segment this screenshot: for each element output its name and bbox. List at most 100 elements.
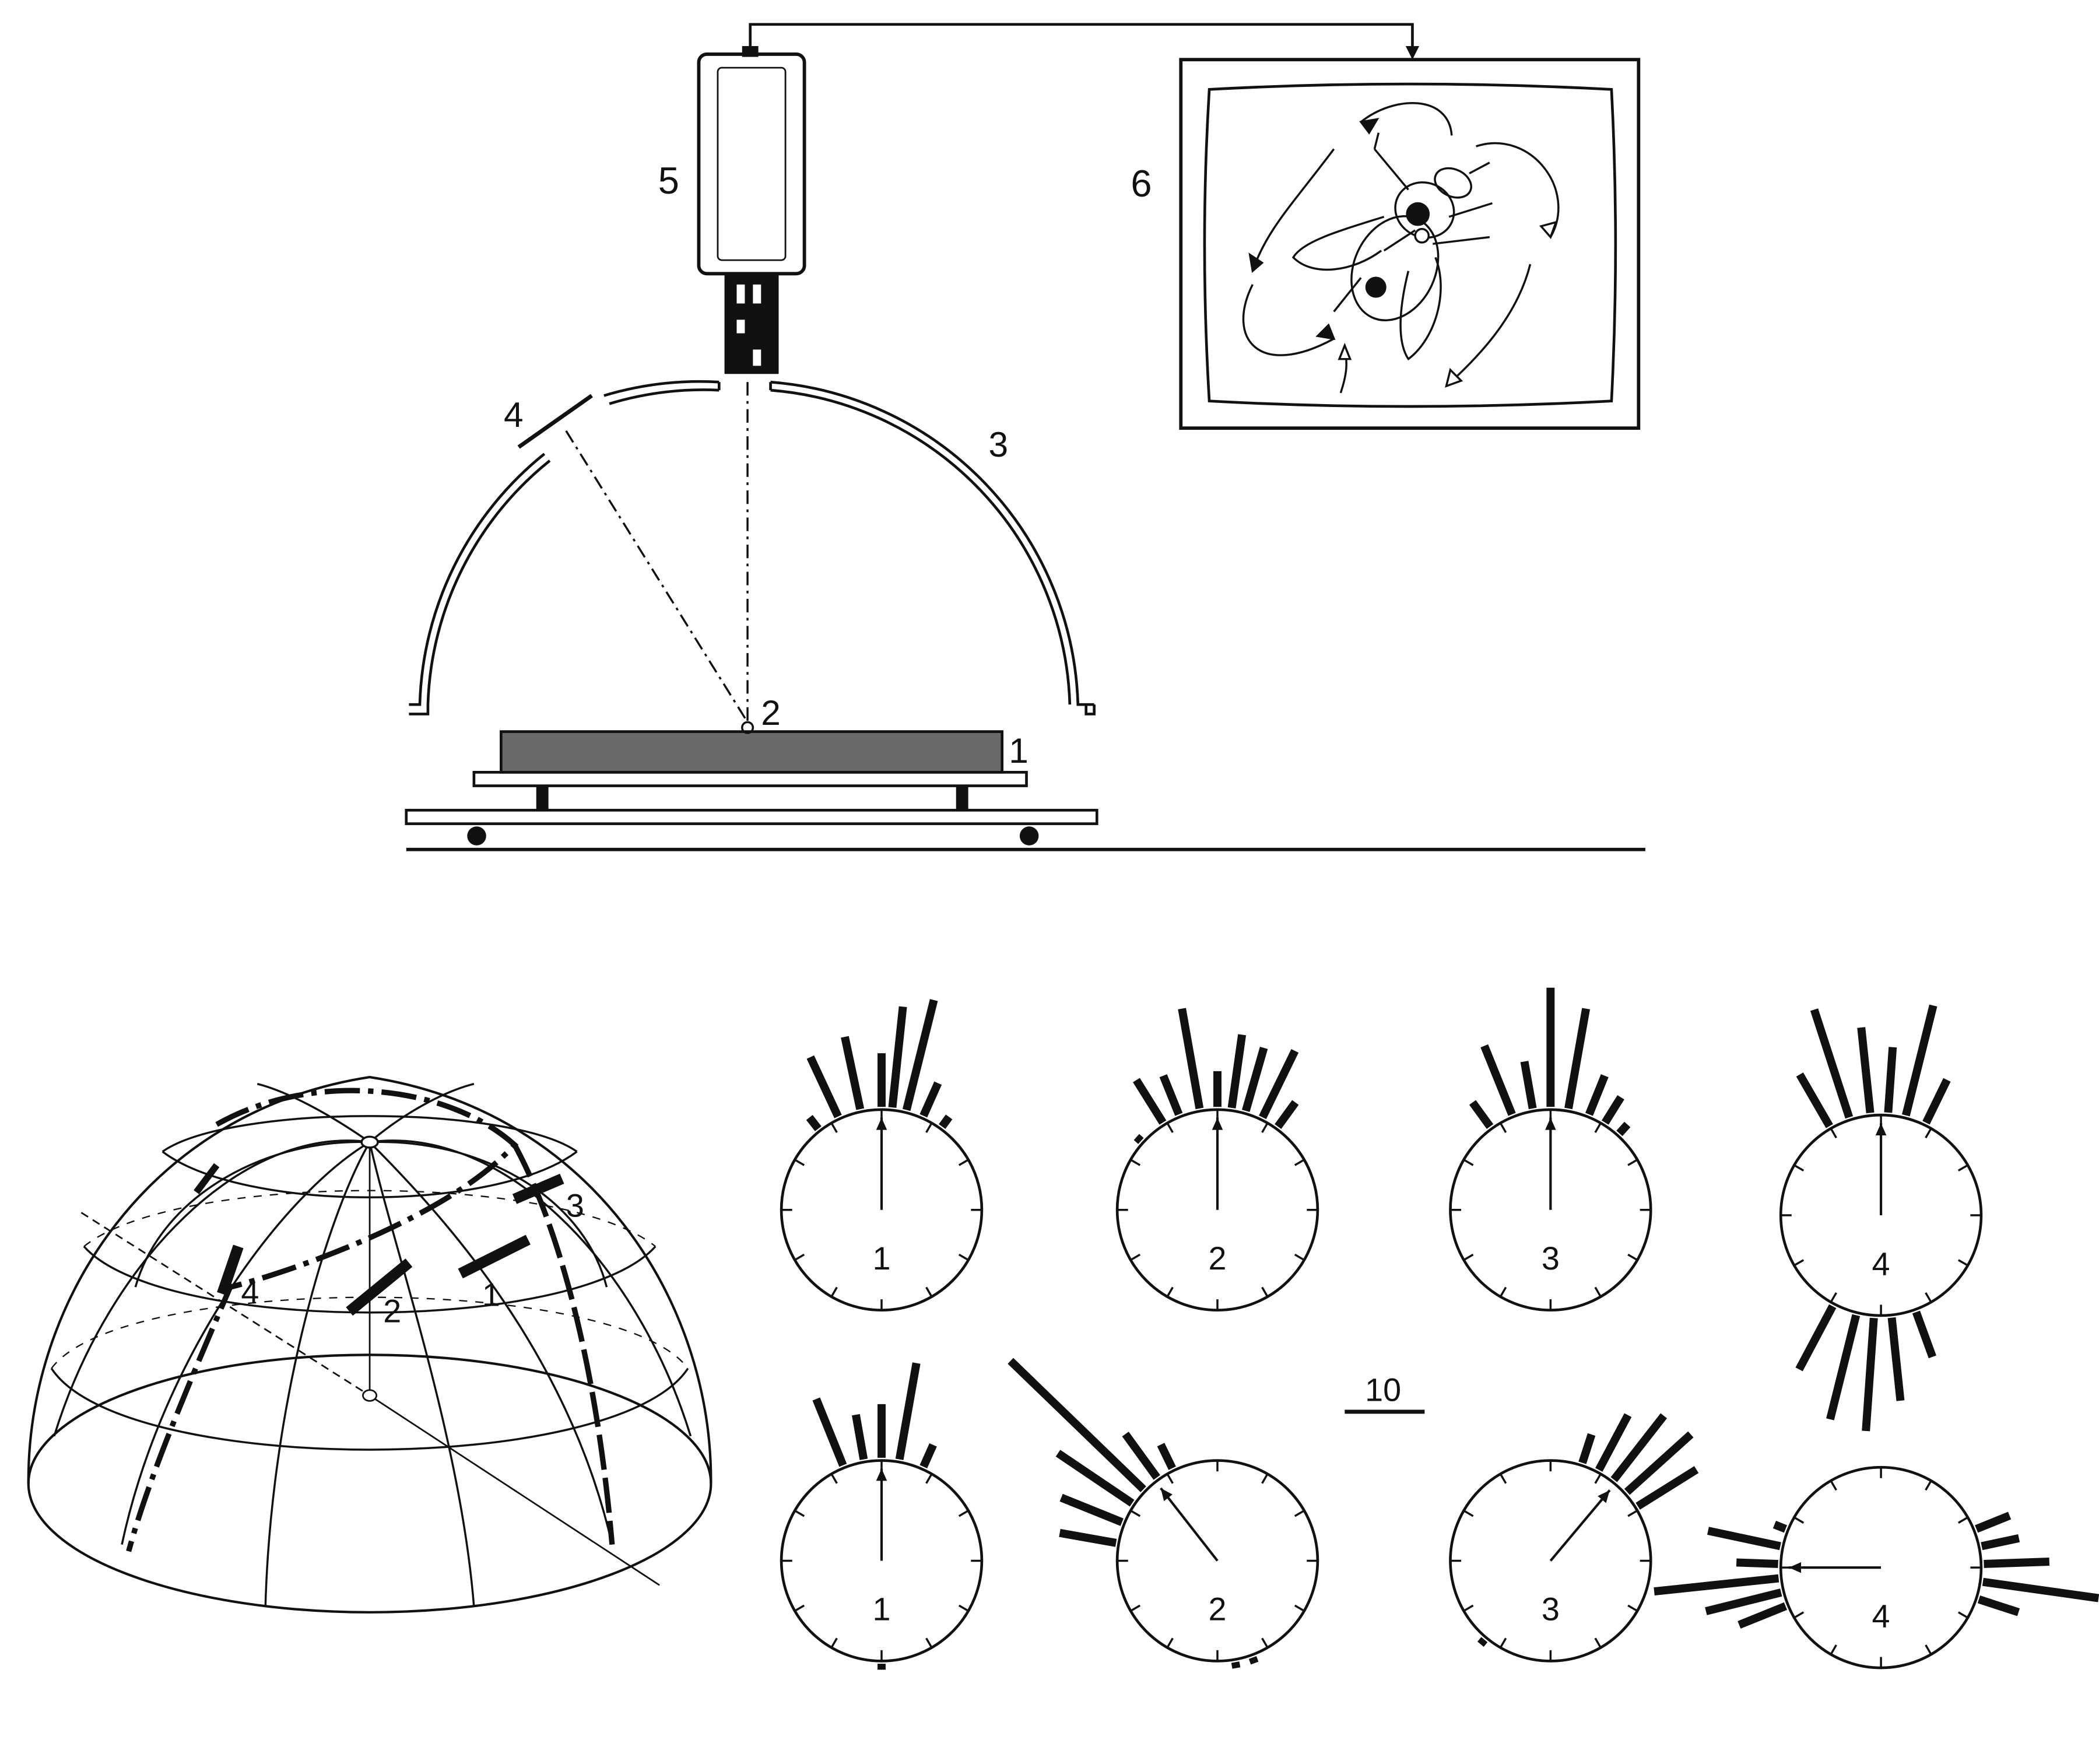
histogram-bar [1275,1100,1299,1129]
monitor-frame [1179,58,1641,430]
dial-tick [1957,1259,1968,1267]
histogram-bar [1241,1047,1268,1112]
histogram-bar [1578,1433,1596,1464]
histogram-bar [1982,1577,2099,1602]
dial-tick [1793,1611,1805,1619]
histogram-bar [1810,1008,1854,1119]
dial-tick [958,1253,969,1261]
histogram-bar [1977,1595,2020,1616]
histogram-bar [1884,1047,1897,1113]
dial-tick [1957,1516,1968,1524]
histogram-bar [1862,1317,1878,1432]
dome-marker-2 [346,1258,413,1316]
mean-vector-arrow [1549,1489,1611,1562]
dial-tick [925,1637,933,1649]
histogram-bar [1981,1534,2020,1551]
cart-post-right [956,785,968,811]
histogram-bar [1059,1528,1117,1547]
histogram-bar [1564,1008,1591,1110]
light-source-bar [517,394,593,449]
camera-lens [724,273,779,374]
dome-marker-top [194,1163,220,1195]
camera-body-inner [717,66,787,261]
dial-tick [1166,1637,1174,1649]
dial-tick [830,1122,838,1133]
histogram-bar [895,1362,921,1460]
histogram-bar [1857,1027,1875,1114]
histogram-bar [902,999,938,1111]
dial-tick [1463,1604,1474,1612]
dome-marker-4 [217,1244,244,1296]
fly-drawing [1291,132,1493,361]
dial-tick [830,1637,838,1649]
histogram-bar [806,1114,822,1131]
histogram-bar [1624,1431,1694,1495]
histogram-bar [1610,1413,1668,1482]
cart-wheel-right [1019,826,1039,846]
circular-histogram-top-row-2: 2 [1115,1008,1319,1312]
dome-marker-1 [458,1235,531,1279]
dial-tick [1463,1253,1474,1261]
histogram-label: 1 [872,1591,890,1628]
dome-latitude-3-back [162,1115,578,1153]
histogram-bar [1227,1034,1247,1109]
dial-tick [1130,1159,1141,1166]
dial-tick [1594,1122,1602,1133]
mean-vector-arrowhead [1875,1123,1887,1135]
histogram-bar [919,1443,937,1469]
mean-vector-arrowhead [1598,1490,1610,1503]
dial-tick [1627,1159,1638,1166]
histogram-bar [1231,1661,1241,1669]
mean-vector-arrowhead [1212,1117,1223,1130]
dial-tick [1594,1286,1602,1297]
dial-tick [1166,1286,1174,1297]
histogram-bar [1008,1358,1146,1492]
histogram-label: 1 [872,1240,890,1276]
monitor-screen [1203,82,1617,408]
histogram-bar [888,1006,907,1108]
dome-label-4: 4 [241,1274,259,1310]
platform-plate [472,770,1028,787]
histogram-label: 2 [1208,1591,1226,1628]
histogram-bar [1826,1314,1861,1421]
cart-post-left [536,785,549,811]
dial-tick [830,1286,838,1297]
dial-tick [1925,1644,1932,1655]
video-cable-arrowhead [1405,45,1420,60]
dome-path-thick [126,1088,519,1552]
dome-exit-line [369,1394,660,1586]
histogram-bar [1984,1558,2050,1568]
dial-tick [794,1510,805,1517]
dial-tick [1793,1516,1805,1524]
dial-tick [830,1473,838,1484]
circular-histogram-top-row-4: 4 [1779,1004,1983,1432]
dial-tick [1830,1480,1837,1491]
dial-tick [1627,1253,1638,1261]
histogram-bar [1738,1602,1788,1629]
camera-lens-ring-1 [736,284,745,304]
histogram-bar [1772,1520,1788,1533]
trajectory-arrows [1242,101,1560,394]
dial-tick [794,1253,805,1261]
histogram-bar [1796,1072,1833,1128]
histogram-bar [1635,1466,1699,1510]
dial-tick [1830,1128,1837,1139]
dial-tick [1294,1604,1305,1612]
dial-tick [1957,1611,1968,1619]
histogram-bar [1902,1004,1937,1117]
dial-tick [925,1286,933,1297]
histogram-bar [806,1055,842,1118]
dial-tick [1830,1292,1837,1303]
dial-tick [1261,1473,1269,1484]
label-monitor: 6 [1131,162,1152,205]
light-beam-line [565,430,749,723]
dial-tick [1130,1604,1141,1612]
histogram-bar [1654,1574,1779,1595]
mean-vector-arrow [1160,1487,1219,1562]
dome-label-3: 3 [566,1187,584,1223]
histogram-bar [1795,1304,1837,1372]
circular-histogram-bottom-row-1: 1 [780,1362,984,1670]
camera-body [697,52,806,276]
dome-path-thick-2 [512,1144,615,1545]
histogram-bar [1736,1558,1778,1568]
